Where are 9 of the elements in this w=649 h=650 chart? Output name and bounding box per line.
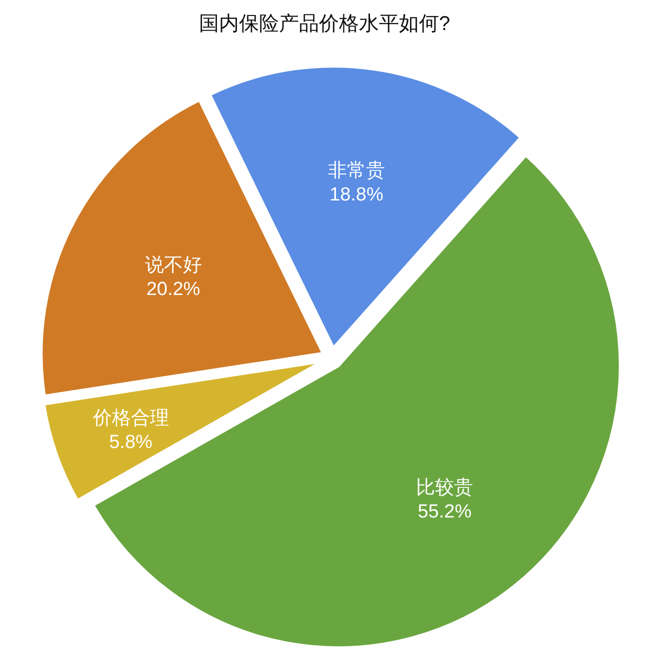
chart-title: 国内保险产品价格水平如何? bbox=[198, 13, 450, 35]
data-label: 55.2% bbox=[418, 501, 472, 522]
data-label: 18.8% bbox=[330, 184, 384, 206]
data-label: 5.8% bbox=[109, 432, 153, 453]
slice-label: 比较贵 bbox=[416, 477, 474, 498]
slice-label: 非常贵 bbox=[328, 160, 385, 182]
slice-label: 价格合理 bbox=[92, 408, 169, 429]
data-label: 20.2% bbox=[146, 278, 200, 300]
slice-label: 说不好 bbox=[144, 254, 202, 276]
